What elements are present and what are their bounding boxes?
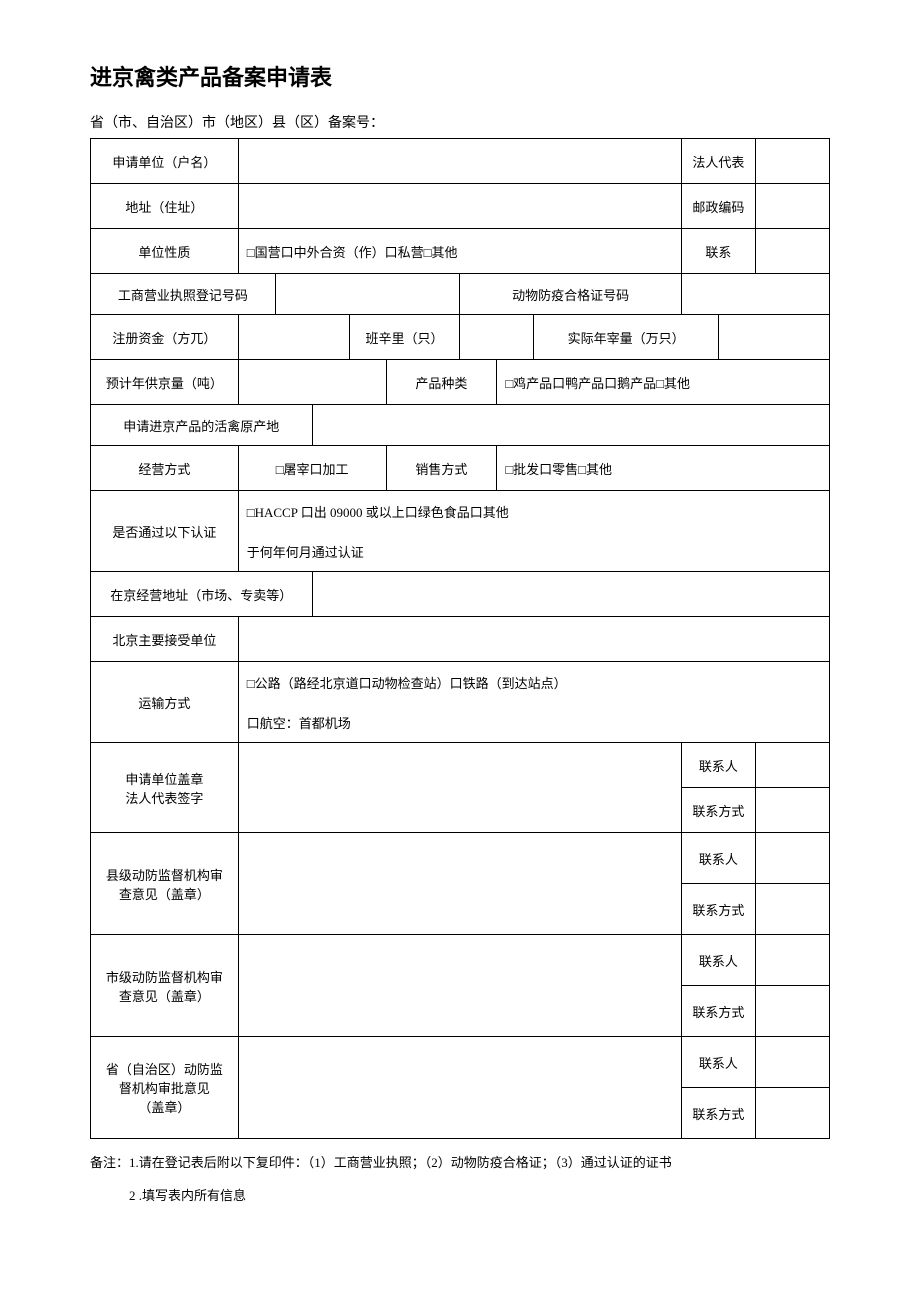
label-unit-nature: 单位性质 <box>91 229 239 274</box>
field-transport-opts2[interactable]: 口航空：首都机场 <box>238 702 829 743</box>
label-contact-person-3: 联系人 <box>682 935 756 986</box>
field-cert-when[interactable]: 于何年何月通过认证 <box>238 531 829 572</box>
field-actual-slaughter[interactable] <box>718 315 829 360</box>
note-line-2: 2 .填写表内所有信息 <box>90 1182 830 1211</box>
county-review-line1: 县级动防监督机构审 <box>99 865 230 884</box>
page-title: 进京禽类产品备案申请表 <box>90 60 830 92</box>
notes-section: 备注：1.请在登记表后附以下复印件：（1）工商营业执照；（2）动物防疫合格证；（… <box>90 1149 830 1210</box>
field-postal[interactable] <box>755 184 829 229</box>
label-prov-review: 省（自治区）动防监 督机构审批意见 （盖章） <box>91 1037 239 1139</box>
field-applicant-unit[interactable] <box>238 139 681 184</box>
field-origin[interactable] <box>312 405 829 446</box>
label-contact-method-1: 联系方式 <box>682 788 756 833</box>
label-county-review: 县级动防监督机构审 查意见（盖章） <box>91 833 239 935</box>
field-biz-license[interactable] <box>275 274 460 315</box>
field-banxinli[interactable] <box>460 315 534 360</box>
label-contact-method-2: 联系方式 <box>682 884 756 935</box>
field-product-type-opts[interactable]: □鸡产品口鸭产品口鹅产品□其他 <box>497 360 830 405</box>
prov-review-line3: （盖章） <box>99 1097 230 1116</box>
field-contact-person-1[interactable] <box>755 743 829 788</box>
application-form-table: 申请单位（户名） 法人代表 地址（住址） 邮政编码 单位性质 □国营口中外合资（… <box>90 138 830 1139</box>
field-legal-rep[interactable] <box>755 139 829 184</box>
label-contact: 联系 <box>682 229 756 274</box>
field-stamp-sign[interactable] <box>238 743 681 833</box>
label-contact-person-4: 联系人 <box>682 1037 756 1088</box>
field-contact-person-2[interactable] <box>755 833 829 884</box>
field-contact-method-4[interactable] <box>755 1088 829 1139</box>
field-county-review[interactable] <box>238 833 681 935</box>
label-vet-cert: 动物防疫合格证号码 <box>460 274 682 315</box>
label-contact-method-4: 联系方式 <box>682 1088 756 1139</box>
prov-review-line1: 省（自治区）动防监 <box>99 1059 230 1078</box>
label-contact-method-3: 联系方式 <box>682 986 756 1037</box>
field-cert-opts[interactable]: □HACCP 口出 09000 或以上口绿色食品口其他 <box>238 491 829 532</box>
note-line-1: 备注：1.请在登记表后附以下复印件：（1）工商营业执照；（2）动物防疫合格证；（… <box>90 1149 830 1178</box>
field-contact-person-3[interactable] <box>755 935 829 986</box>
label-product-type: 产品种类 <box>386 360 497 405</box>
label-applicant-unit: 申请单位（户名） <box>91 139 239 184</box>
label-contact-person-2: 联系人 <box>682 833 756 884</box>
field-bj-address[interactable] <box>312 572 829 617</box>
label-sales-mode: 销售方式 <box>386 446 497 491</box>
label-annual-supply: 预计年供京量（吨） <box>91 360 239 405</box>
label-transport: 运输方式 <box>91 662 239 743</box>
label-biz-license: 工商营业执照登记号码 <box>91 274 276 315</box>
field-reg-capital[interactable] <box>238 315 349 360</box>
field-contact[interactable] <box>755 229 829 274</box>
label-address: 地址（住址） <box>91 184 239 229</box>
label-biz-mode: 经营方式 <box>91 446 239 491</box>
field-contact-method-3[interactable] <box>755 986 829 1037</box>
subtitle-record-no: 省（市、自治区）市（地区）县（区）备案号： <box>90 112 830 132</box>
field-sales-mode-opts[interactable]: □批发口零售□其他 <box>497 446 830 491</box>
field-biz-mode-opts[interactable]: □屠宰口加工 <box>238 446 386 491</box>
label-banxinli: 班辛里（只） <box>349 315 460 360</box>
label-reg-capital: 注册资金（方兀） <box>91 315 239 360</box>
label-actual-slaughter: 实际年宰量（万只） <box>534 315 719 360</box>
city-review-line1: 市级动防监督机构审 <box>99 967 230 986</box>
prov-review-line2: 督机构审批意见 <box>99 1078 230 1097</box>
label-bj-address: 在京经营地址（市场、专卖等） <box>91 572 313 617</box>
field-city-review[interactable] <box>238 935 681 1037</box>
label-cert-pass: 是否通过以下认证 <box>91 491 239 572</box>
label-postal: 邮政编码 <box>682 184 756 229</box>
field-contact-method-2[interactable] <box>755 884 829 935</box>
label-origin: 申请进京产品的活禽原产地 <box>91 405 313 446</box>
label-city-review: 市级动防监督机构审 查意见（盖章） <box>91 935 239 1037</box>
field-vet-cert[interactable] <box>682 274 830 315</box>
field-contact-method-1[interactable] <box>755 788 829 833</box>
stamp-sign-line2: 法人代表签字 <box>99 788 230 807</box>
county-review-line2: 查意见（盖章） <box>99 884 230 903</box>
field-contact-person-4[interactable] <box>755 1037 829 1088</box>
label-contact-person-1: 联系人 <box>682 743 756 788</box>
label-bj-receiver: 北京主要接受单位 <box>91 617 239 662</box>
field-bj-receiver[interactable] <box>238 617 829 662</box>
label-stamp-sign: 申请单位盖章 法人代表签字 <box>91 743 239 833</box>
stamp-sign-line1: 申请单位盖章 <box>99 769 230 788</box>
field-address[interactable] <box>238 184 681 229</box>
field-prov-review[interactable] <box>238 1037 681 1139</box>
label-legal-rep: 法人代表 <box>682 139 756 184</box>
field-unit-nature-opts[interactable]: □国营口中外合资（作）口私营□其他 <box>238 229 681 274</box>
city-review-line2: 查意见（盖章） <box>99 986 230 1005</box>
field-annual-supply[interactable] <box>238 360 386 405</box>
field-transport-opts1[interactable]: □公路（路经北京道口动物检查站）口铁路（到达站点） <box>238 662 829 703</box>
